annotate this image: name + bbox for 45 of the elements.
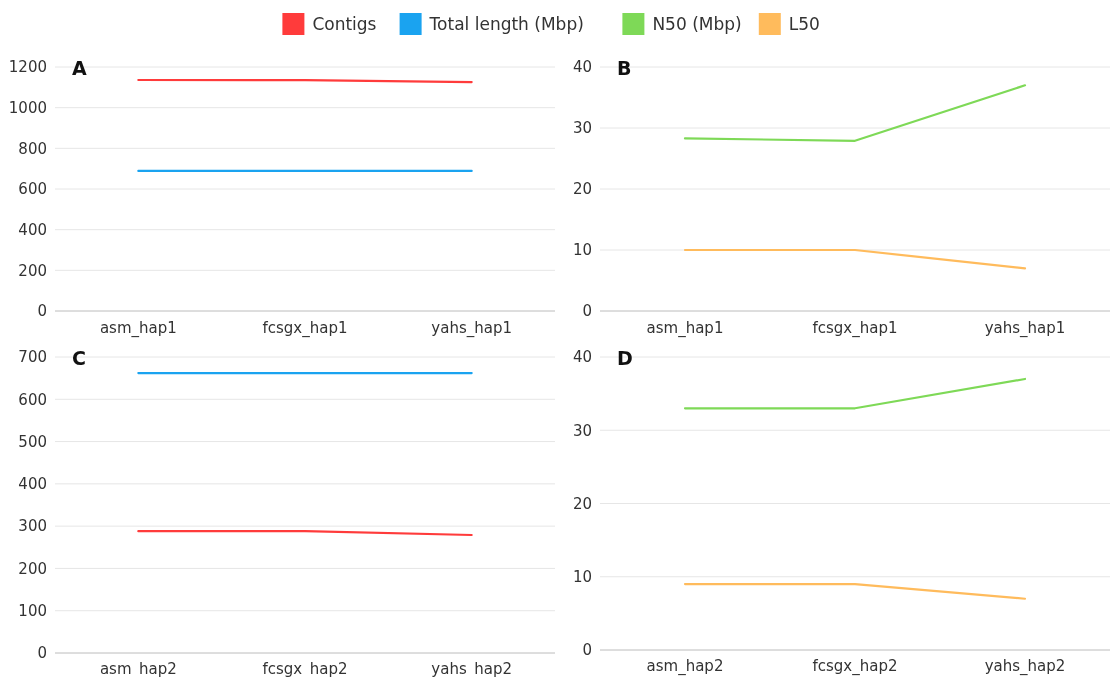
y-tick-label: 200 bbox=[18, 261, 47, 280]
y-tick-label: 400 bbox=[18, 220, 47, 239]
x-tick-label: yahs_hap2 bbox=[431, 660, 512, 677]
chart-title: A bbox=[72, 57, 87, 79]
y-tick-label: 700 bbox=[18, 348, 47, 367]
y-tick-label: 1000 bbox=[8, 98, 47, 117]
x-tick-label: fcsgx_hap2 bbox=[262, 660, 348, 677]
x-tick-label: yahs_hap2 bbox=[984, 657, 1066, 676]
x-tick-label: asm_hap1 bbox=[646, 319, 724, 338]
chart-title: C bbox=[72, 347, 86, 369]
x-tick-label: fcsgx_hap1 bbox=[262, 319, 348, 338]
y-tick-label: 600 bbox=[18, 180, 47, 199]
x-tick-label: yahs_hap1 bbox=[984, 319, 1066, 338]
y-tick-label: 500 bbox=[18, 432, 47, 451]
legend-label: Total length (Mbp) bbox=[428, 13, 584, 34]
y-tick-label: 300 bbox=[18, 517, 47, 536]
y-tick-label: 0 bbox=[37, 644, 47, 663]
y-tick-label: 20 bbox=[572, 180, 592, 199]
x-tick-label: fcsgx_hap2 bbox=[812, 657, 898, 676]
y-tick-label: 800 bbox=[18, 139, 47, 158]
y-tick-label: 1200 bbox=[8, 58, 47, 77]
x-tick-label: fcsgx_hap1 bbox=[812, 319, 898, 338]
y-tick-label: 0 bbox=[582, 302, 592, 321]
y-tick-label: 20 bbox=[572, 494, 592, 513]
legend-label: N50 (Mbp) bbox=[652, 13, 742, 34]
y-tick-label: 100 bbox=[18, 601, 47, 620]
legend-label: Contigs bbox=[312, 13, 377, 34]
y-tick-label: 400 bbox=[18, 475, 47, 494]
y-tick-label: 0 bbox=[582, 641, 592, 660]
y-tick-label: 10 bbox=[572, 241, 592, 260]
y-tick-label: 600 bbox=[18, 390, 47, 409]
y-tick-label: 30 bbox=[572, 421, 592, 440]
x-tick-label: yahs_hap1 bbox=[431, 319, 512, 338]
chart-title: B bbox=[617, 57, 632, 79]
chart-title: D bbox=[617, 347, 633, 369]
x-tick-label: asm_hap2 bbox=[646, 657, 724, 676]
y-tick-label: 40 bbox=[572, 348, 592, 367]
y-tick-label: 30 bbox=[572, 119, 592, 138]
x-tick-label: asm_hap2 bbox=[99, 660, 177, 677]
legend-label: L50 bbox=[788, 13, 820, 34]
y-tick-label: 10 bbox=[572, 568, 592, 586]
x-tick-label: asm_hap1 bbox=[99, 319, 177, 338]
y-tick-label: 200 bbox=[18, 559, 47, 578]
y-tick-label: 40 bbox=[572, 58, 592, 77]
y-tick-label: 0 bbox=[37, 302, 47, 321]
